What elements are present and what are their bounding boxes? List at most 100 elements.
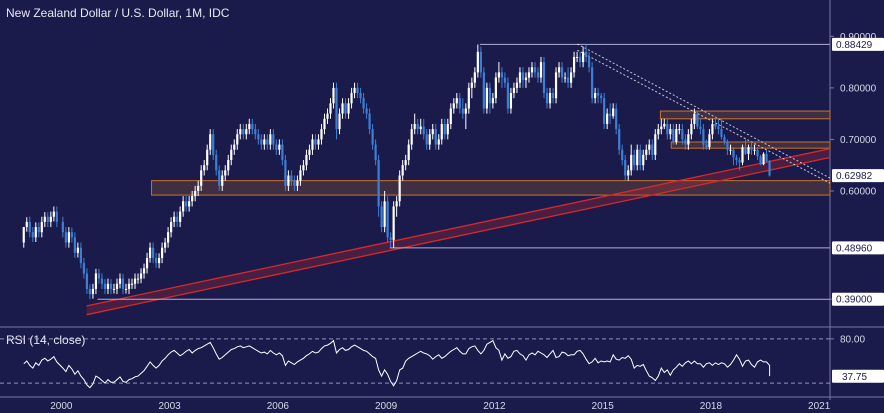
candle (660, 118, 663, 135)
candle (687, 129, 690, 150)
candle-body (106, 283, 110, 289)
candle-body (109, 283, 113, 289)
candle (248, 118, 251, 135)
candle-body (215, 154, 218, 171)
candle-body (458, 98, 461, 109)
candle-body (167, 232, 170, 243)
candle (173, 211, 176, 228)
candle-body (70, 232, 73, 238)
candle (34, 222, 37, 243)
candle (768, 160, 771, 177)
candle-body (678, 129, 681, 131)
candle-series (22, 44, 771, 300)
candle (266, 134, 269, 150)
candle (542, 56, 546, 99)
candle-body (266, 139, 269, 145)
candle (287, 170, 290, 191)
chart-title: New Zealand Dollar / U.S. Dollar, 1M, ID… (6, 6, 230, 20)
candle-body (630, 154, 633, 171)
candle-body (133, 278, 137, 284)
price-tag-box (832, 292, 884, 306)
candle (139, 268, 143, 284)
candle (425, 129, 428, 150)
candle-body (278, 144, 281, 150)
candle-body (473, 72, 476, 83)
candle-body (672, 129, 675, 142)
candle (365, 103, 368, 119)
candle (79, 242, 82, 269)
candle (714, 116, 717, 130)
candle-body (612, 108, 615, 117)
candle-body (332, 87, 335, 104)
candle-body (227, 160, 230, 171)
candle-body (290, 175, 293, 181)
candle (154, 252, 158, 268)
candle (494, 72, 497, 104)
candle (145, 252, 149, 274)
candle (371, 123, 374, 150)
candle-body (600, 95, 603, 99)
candle-body (136, 278, 140, 280)
candle-body (338, 113, 341, 130)
candle-body (702, 129, 705, 145)
candle (723, 134, 726, 145)
candle (182, 196, 185, 217)
candle (572, 51, 576, 78)
candle (191, 190, 194, 207)
candle (675, 123, 678, 145)
candle-body (142, 268, 146, 274)
channel-line-1 (86, 156, 831, 316)
candle-body (591, 67, 594, 99)
candle-body (488, 87, 491, 104)
candle (332, 82, 335, 109)
rsi-line (23, 339, 771, 389)
candle-body (648, 144, 651, 150)
candle-body (377, 160, 380, 207)
candle (260, 134, 263, 150)
candle-body (464, 108, 467, 114)
candle (407, 139, 410, 166)
candle-body (639, 149, 642, 166)
candle-body (323, 118, 326, 130)
candle-body (539, 62, 543, 78)
candle-body (314, 139, 317, 145)
x-tick-label: 2003 (158, 401, 181, 412)
candle-body (551, 93, 555, 99)
candle-body (148, 247, 152, 258)
candle (127, 278, 131, 295)
candle-body (386, 201, 389, 238)
candle-body (741, 147, 744, 163)
candle-body (527, 72, 531, 78)
candle-body (603, 98, 606, 124)
candle (76, 242, 79, 258)
candle-body (732, 149, 735, 158)
candle (440, 118, 443, 145)
candle-body (594, 93, 597, 99)
candle (115, 278, 119, 295)
candle (73, 232, 76, 258)
candle-body (627, 170, 630, 176)
x-tick-label: 2015 (592, 401, 615, 412)
candle (338, 108, 341, 135)
candle-body (753, 149, 756, 151)
candle-body (455, 98, 458, 104)
candle-body (145, 257, 149, 269)
main-overlays (86, 43, 831, 316)
candle-body (744, 147, 747, 154)
candle-body (572, 56, 576, 73)
candle (591, 62, 594, 104)
candle (230, 144, 233, 166)
candle-body (179, 211, 182, 222)
candle-body (389, 237, 392, 240)
candle (464, 103, 467, 130)
candle (681, 123, 684, 145)
candle-body (188, 201, 191, 207)
price-tag-box (832, 169, 884, 183)
candle-body (545, 93, 549, 104)
candle-body (413, 123, 416, 130)
candle (554, 67, 558, 104)
candle-body (530, 67, 534, 73)
candle-body (660, 126, 663, 130)
candle (31, 227, 34, 243)
candle (88, 284, 92, 300)
